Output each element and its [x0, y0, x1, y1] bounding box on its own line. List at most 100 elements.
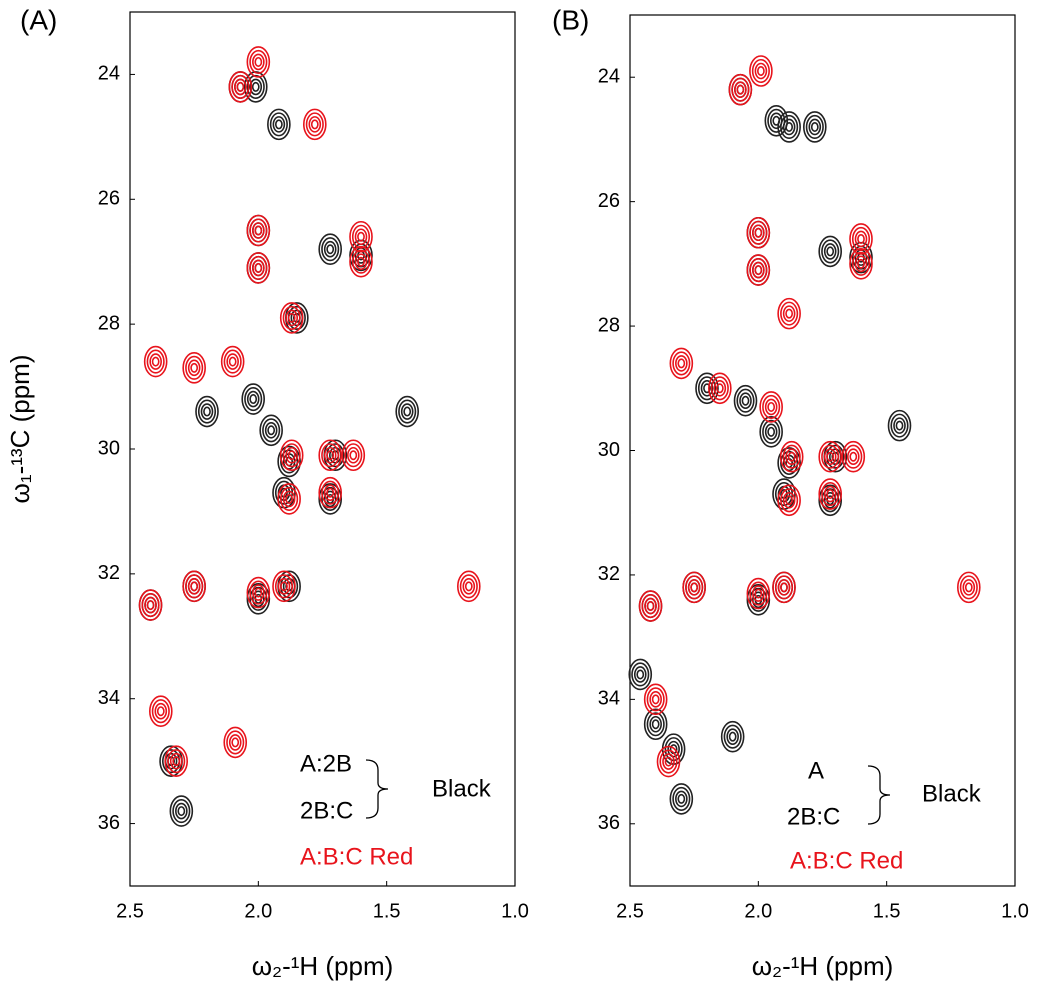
- contour-ring: [279, 302, 304, 334]
- contour-ring: [734, 81, 747, 98]
- annotation: A: [808, 757, 824, 784]
- contour-ring: [141, 593, 160, 618]
- contour-ring: [234, 78, 247, 96]
- peak: [341, 439, 366, 472]
- contour-ring: [323, 484, 337, 502]
- contour-ring: [754, 265, 763, 276]
- contour-ring: [854, 255, 868, 273]
- contour-ring: [764, 423, 778, 441]
- peak: [841, 440, 866, 473]
- contour-ring: [400, 403, 414, 420]
- y-tick-label: 28: [598, 314, 620, 336]
- contour-ring: [638, 590, 663, 622]
- contour-ring: [197, 399, 217, 424]
- contour-ring: [285, 493, 294, 504]
- contour-ring: [821, 444, 840, 469]
- peak: [695, 372, 719, 405]
- contour-ring: [326, 487, 335, 498]
- contour-ring: [667, 740, 680, 758]
- contour-ring: [344, 443, 363, 468]
- contour-ring: [664, 756, 673, 767]
- contour-ring: [282, 305, 301, 330]
- contour-ring: [826, 451, 835, 462]
- y-tick-label: 30: [98, 437, 120, 459]
- annotation: A:2B: [300, 750, 352, 777]
- contour-ring: [172, 756, 181, 767]
- contour-ring: [287, 450, 296, 461]
- contour-ring: [223, 349, 242, 374]
- contour-ring: [749, 55, 773, 87]
- contour-ring: [751, 58, 770, 84]
- peak: [246, 214, 271, 247]
- peak: [733, 384, 758, 417]
- contour-ring: [754, 588, 763, 599]
- peak: [746, 254, 771, 286]
- contour-ring: [272, 116, 286, 133]
- contour-ring: [754, 62, 768, 80]
- contour-ring: [321, 443, 340, 468]
- contour-ring: [857, 233, 865, 244]
- contour-ring: [351, 224, 371, 249]
- contour-ring: [285, 309, 299, 327]
- contour-ring: [395, 395, 420, 428]
- contour-ring: [631, 662, 650, 687]
- x-tick-label: 1.5: [373, 900, 401, 922]
- contour-ring: [321, 486, 340, 511]
- contour-ring: [736, 84, 745, 95]
- y-tick-label: 34: [98, 687, 120, 709]
- peak: [349, 245, 373, 278]
- contour-ring: [746, 216, 771, 249]
- contour-ring: [185, 355, 204, 380]
- peak: [746, 577, 771, 610]
- x-axis-label: ω₂-¹H (ppm): [752, 951, 894, 981]
- contour-ring: [687, 579, 701, 596]
- contour-ring: [187, 578, 201, 595]
- y-tick-label: 26: [98, 188, 120, 210]
- contour-ring: [277, 445, 301, 478]
- annotation: 2B:C: [300, 797, 353, 824]
- peak: [246, 576, 271, 609]
- peak: [656, 745, 681, 778]
- contour-ring: [228, 71, 253, 103]
- peak: [669, 783, 694, 815]
- contour-ring: [223, 726, 248, 759]
- contour-ring: [636, 669, 645, 680]
- contour-ring: [154, 702, 168, 720]
- peak: [779, 440, 804, 473]
- contour-ring: [246, 576, 271, 609]
- contour-ring: [143, 345, 168, 378]
- contour-ring: [764, 398, 778, 416]
- contour-ring: [887, 409, 912, 442]
- contour-ring: [672, 351, 691, 376]
- contour-ring: [633, 666, 647, 683]
- contour-ring: [310, 119, 319, 130]
- peak: [149, 695, 173, 728]
- x-tick-label: 1.5: [873, 900, 901, 922]
- peak: [777, 111, 801, 143]
- contour-ring: [254, 225, 263, 236]
- y-tick-label: 36: [598, 812, 620, 834]
- peak: [456, 570, 481, 603]
- contour-ring: [323, 490, 337, 508]
- contour-ring: [226, 730, 245, 755]
- contour-ring: [285, 446, 299, 464]
- contour-ring: [749, 258, 768, 283]
- contour-ring: [318, 439, 343, 472]
- peak: [818, 440, 843, 473]
- contour-ring: [187, 359, 201, 377]
- contour-ring: [354, 228, 368, 246]
- contour-ring: [782, 118, 796, 136]
- contour-ring: [757, 65, 765, 76]
- contour-ring: [821, 239, 840, 264]
- contour-ring: [349, 220, 373, 253]
- peak: [720, 720, 745, 753]
- peak: [279, 302, 304, 334]
- contour-ring: [169, 795, 194, 827]
- contour-ring: [182, 352, 206, 384]
- contour-ring: [651, 719, 660, 730]
- peak: [777, 484, 801, 517]
- x-tick-label: 1.0: [501, 900, 529, 922]
- contour-ring: [228, 734, 242, 751]
- contour-ring: [962, 579, 976, 596]
- contour-ring: [759, 416, 783, 448]
